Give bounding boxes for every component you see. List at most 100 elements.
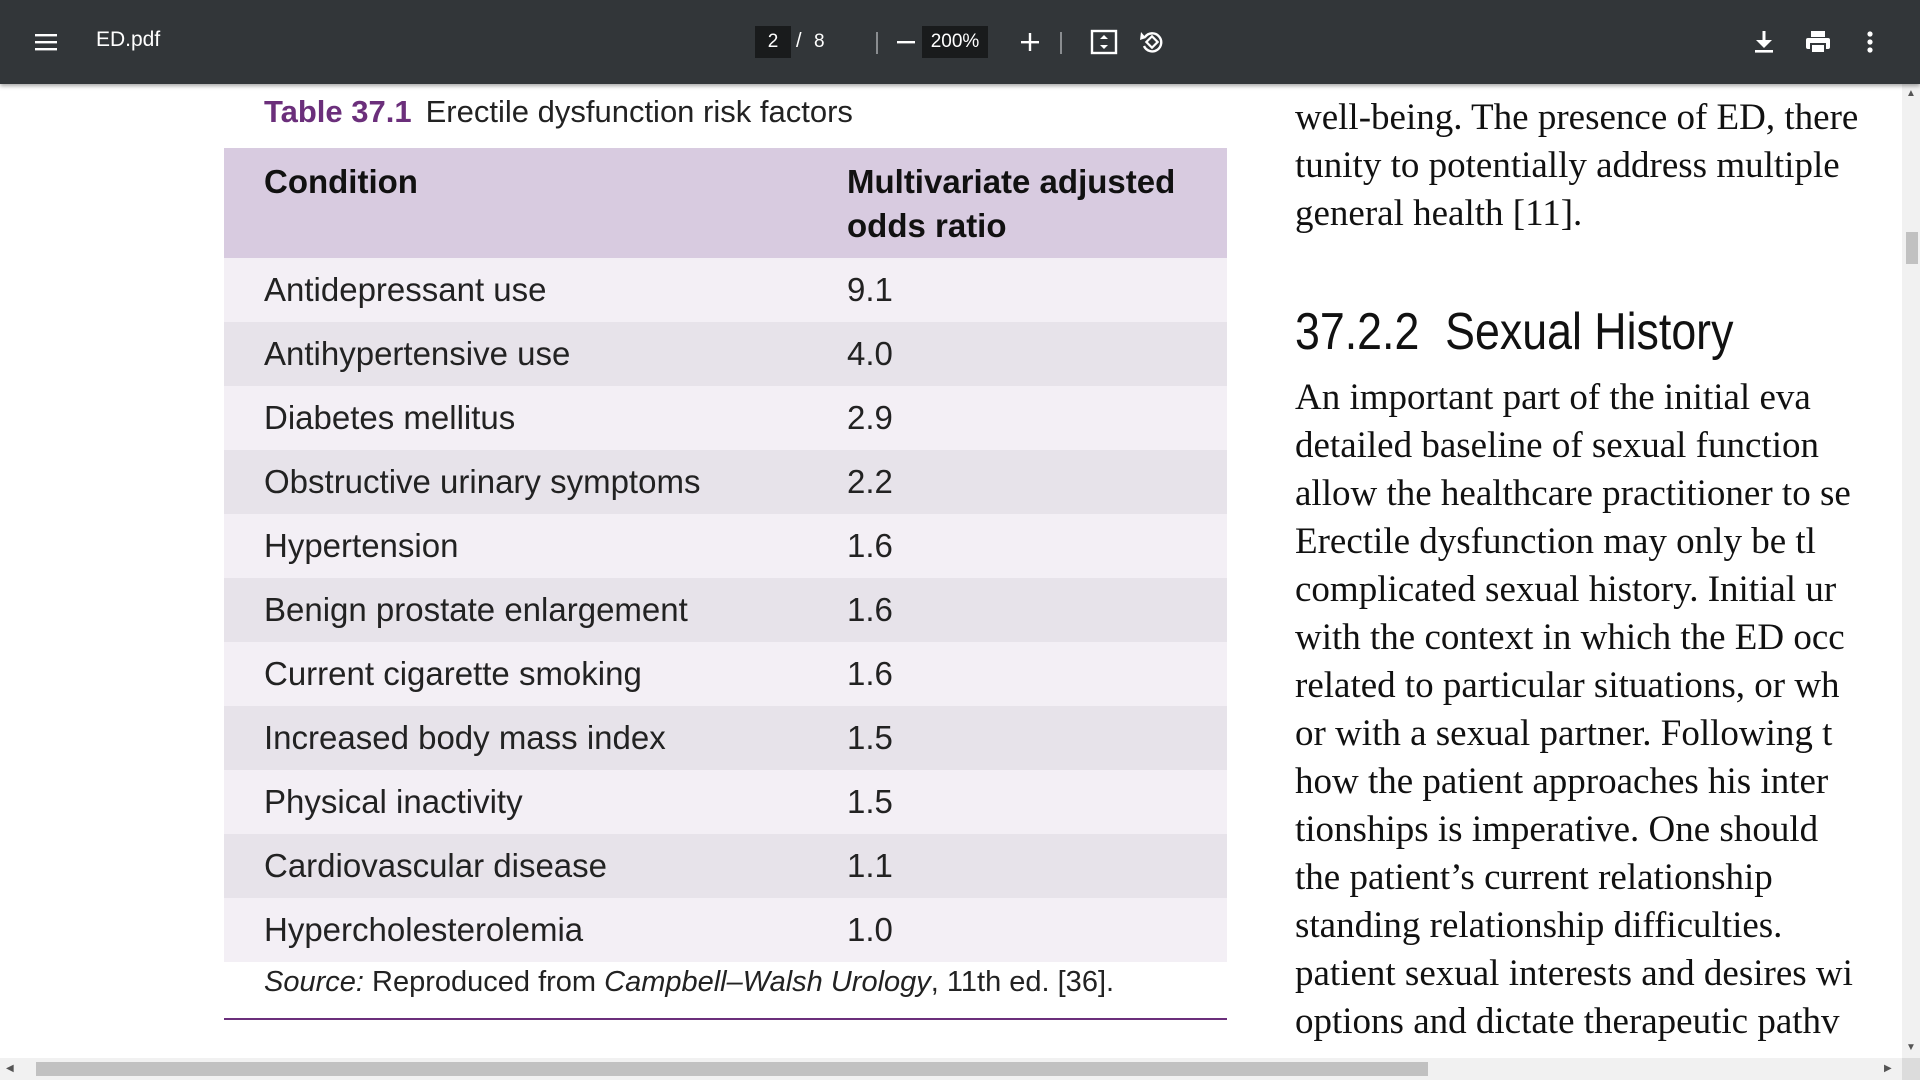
horizontal-scrollbar[interactable]: ◀ ▶	[0, 1058, 1902, 1080]
ratio-cell: 9.1	[807, 258, 1227, 322]
body-text-line: Erectile dysfunction may only be tl	[1295, 521, 1816, 562]
body-text-line: detailed baseline of sexual function	[1295, 425, 1819, 466]
source-pre: Reproduced from	[363, 966, 605, 998]
toolbar-divider	[1060, 32, 1062, 54]
header-odds-ratio-line1: Multivariate adjusted	[847, 163, 1176, 200]
table-row: Antidepressant use 9.1	[224, 258, 1227, 322]
rotate-button[interactable]	[1132, 22, 1172, 62]
condition-cell: Physical inactivity	[224, 770, 807, 834]
document-filename: ED.pdf	[96, 28, 161, 51]
ratio-cell: 1.6	[807, 514, 1227, 578]
body-text-line: patient sexual interests and desires wi	[1295, 953, 1853, 994]
ratio-cell: 1.6	[807, 642, 1227, 706]
condition-cell: Diabetes mellitus	[224, 386, 807, 450]
condition-cell: Hypertension	[224, 514, 807, 578]
ratio-cell: 1.6	[807, 578, 1227, 642]
condition-cell: Benign prostate enlargement	[224, 578, 807, 642]
body-text-line: tunity to potentially address multiple	[1295, 145, 1840, 186]
toolbar-divider	[876, 32, 878, 54]
body-text-line: or with a sexual partner. Following t	[1295, 713, 1833, 754]
body-text-line: allow the healthcare practitioner to se	[1295, 473, 1851, 514]
pdf-page-viewport[interactable]: Table 37.1 Erectile dysfunction risk fact…	[0, 84, 1902, 1058]
page-number-input[interactable]	[755, 26, 791, 58]
ratio-cell: 1.1	[807, 834, 1227, 898]
source-book-title: Campbell–Walsh Urology	[604, 966, 931, 998]
table-row: Diabetes mellitus 2.9	[224, 386, 1227, 450]
table-caption: Table 37.1 Erectile dysfunction risk fact…	[264, 94, 853, 130]
body-text-line: standing relationship difficulties.	[1295, 905, 1783, 946]
table-source-note: Source: Reproduced from Campbell–Walsh U…	[264, 966, 1114, 999]
fit-to-page-button[interactable]	[1084, 22, 1124, 62]
condition-cell: Increased body mass index	[224, 706, 807, 770]
body-text-line: tionships is imperative. One should	[1295, 809, 1819, 850]
body-text-line: with the context in which the ED occ	[1295, 617, 1845, 658]
download-button[interactable]	[1744, 22, 1784, 62]
vertical-scroll-thumb[interactable]	[1906, 232, 1918, 264]
ratio-cell: 1.5	[807, 770, 1227, 834]
vertical-scrollbar[interactable]: ▲ ▼	[1902, 84, 1920, 1058]
body-text-line: complicated sexual history. Initial ur	[1295, 569, 1837, 610]
more-options-button[interactable]	[1850, 22, 1890, 62]
body-text-line: well-being. The presence of ED, there	[1295, 97, 1859, 138]
body-text-line: the patient’s current relationship	[1295, 857, 1773, 898]
menu-button[interactable]	[26, 22, 66, 62]
print-icon	[1806, 31, 1830, 54]
body-text-line: related to particular situations, or wh	[1295, 665, 1840, 706]
table-row: Increased body mass index 1.5	[224, 706, 1227, 770]
condition-cell: Cardiovascular disease	[224, 834, 807, 898]
fit-page-icon	[1090, 29, 1118, 55]
table-row: Obstructive urinary symptoms 2.2	[224, 450, 1227, 514]
page-total: 8	[814, 31, 825, 52]
horizontal-scroll-thumb[interactable]	[36, 1062, 1428, 1076]
scroll-right-arrow-icon[interactable]: ▶	[1884, 1063, 1892, 1074]
table-row: Hypertension 1.6	[224, 514, 1227, 578]
section-number: 37.2.2	[1295, 303, 1420, 361]
body-text-line: options and dictate therapeutic pathv	[1295, 1001, 1840, 1042]
risk-factors-table: Condition Multivariate adjusted odds rati…	[224, 148, 1227, 962]
zoom-level-input[interactable]	[922, 26, 988, 58]
table-row: Cardiovascular disease 1.1	[224, 834, 1227, 898]
zoom-out-icon	[897, 41, 915, 44]
rotate-icon	[1140, 32, 1163, 53]
zoom-in-icon	[1021, 33, 1039, 51]
scroll-down-arrow-icon[interactable]: ▼	[1906, 1042, 1916, 1053]
table-title: Erectile dysfunction risk factors	[425, 94, 853, 129]
table-row: Current cigarette smoking 1.6	[224, 642, 1227, 706]
condition-cell: Current cigarette smoking	[224, 642, 807, 706]
condition-cell: Antihypertensive use	[224, 322, 807, 386]
body-text-line: how the patient approaches his inter	[1295, 761, 1829, 802]
source-post: , 11th ed. [36].	[930, 966, 1115, 998]
source-label: Source:	[264, 966, 364, 998]
condition-cell: Antidepressant use	[224, 258, 807, 322]
scroll-up-arrow-icon[interactable]: ▲	[1906, 88, 1916, 99]
table-row: Antihypertensive use 4.0	[224, 322, 1227, 386]
body-text-line: An important part of the initial eva	[1295, 377, 1811, 418]
header-odds-ratio: Multivariate adjusted odds ratio	[807, 148, 1227, 258]
menu-icon	[35, 34, 57, 51]
table-row: Benign prostate enlargement 1.6	[224, 578, 1227, 642]
scroll-left-arrow-icon[interactable]: ◀	[6, 1063, 14, 1074]
zoom-out-button[interactable]	[886, 22, 926, 62]
zoom-in-button[interactable]	[1010, 22, 1050, 62]
ratio-cell: 4.0	[807, 322, 1227, 386]
condition-cell: Obstructive urinary symptoms	[224, 450, 807, 514]
ratio-cell: 1.0	[807, 898, 1227, 962]
header-odds-ratio-line2: odds ratio	[847, 207, 1007, 244]
section-title: Sexual History	[1445, 303, 1734, 361]
ratio-cell: 1.5	[807, 706, 1227, 770]
header-condition: Condition	[224, 148, 807, 258]
table-bottom-rule	[224, 1018, 1227, 1020]
table-row: Hypercholesterolemia 1.0	[224, 898, 1227, 962]
pdf-toolbar: ED.pdf / 8	[0, 0, 1920, 84]
condition-cell: Hypercholesterolemia	[224, 898, 807, 962]
ratio-cell: 2.2	[807, 450, 1227, 514]
print-button[interactable]	[1798, 22, 1838, 62]
section-heading: 37.2.2 Sexual History	[1295, 302, 1733, 362]
table-row: Physical inactivity 1.5	[224, 770, 1227, 834]
more-options-icon	[1867, 31, 1873, 53]
table-header-row: Condition Multivariate adjusted odds rati…	[224, 148, 1227, 258]
table-number: Table 37.1	[264, 94, 412, 129]
body-text-line: general health [11].	[1295, 193, 1583, 234]
page-separator: /	[796, 30, 802, 52]
scrollbar-corner	[1902, 1058, 1920, 1080]
